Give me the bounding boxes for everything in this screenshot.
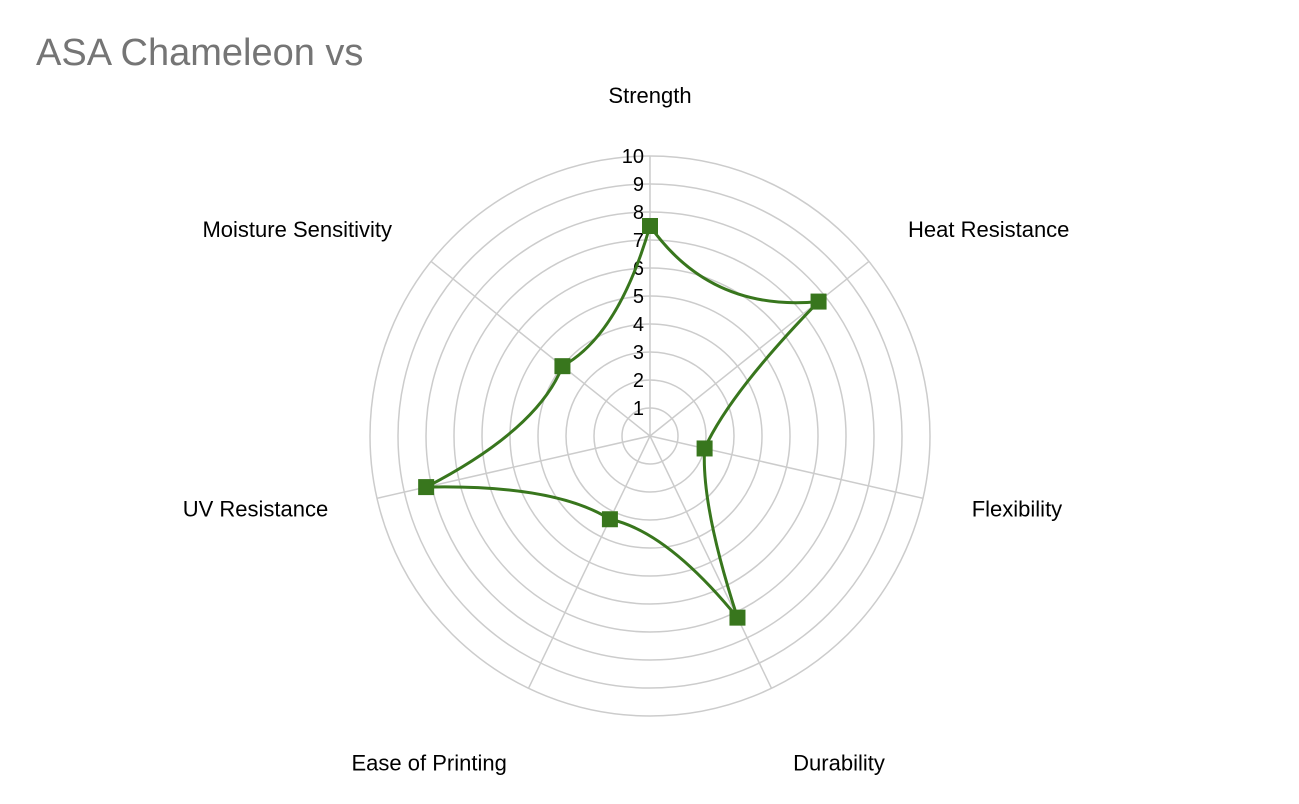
tick-label: 1 [633, 398, 644, 420]
axis-label: Durability [793, 750, 885, 775]
data-point[interactable] [729, 609, 746, 626]
tick-label: 7 [633, 230, 644, 252]
data-point[interactable] [642, 218, 658, 234]
radar-spokes [376, 156, 924, 689]
radar-series [418, 218, 827, 626]
axis-label: Strength [608, 83, 691, 108]
spoke-line [649, 435, 773, 689]
spoke-line [649, 435, 924, 500]
spoke-line [649, 260, 870, 437]
tick-label: 2 [633, 370, 644, 392]
radar-axis-labels: Strength Heat Resistance Flexibility Durabi… [183, 83, 1070, 775]
spoke-line [527, 435, 651, 689]
data-point[interactable] [601, 511, 618, 528]
data-point[interactable] [696, 440, 713, 457]
tick-label: 3 [633, 342, 644, 364]
series-line [425, 225, 823, 619]
tick-label: 10 [622, 146, 644, 168]
tick-label: 6 [633, 258, 644, 280]
axis-label: Ease of Printing [352, 750, 507, 775]
spoke-line [430, 260, 651, 437]
data-point[interactable] [418, 479, 435, 496]
axis-label: Moisture Sensitivity [202, 217, 392, 242]
data-point[interactable] [810, 293, 827, 310]
tick-label: 9 [633, 174, 644, 196]
tick-label: 8 [633, 202, 644, 224]
tick-label: 4 [633, 314, 644, 336]
radar-tick-labels: 1 2 3 4 5 6 7 8 9 10 [622, 146, 644, 420]
chart-title: ASA Chameleon vs [36, 32, 364, 74]
axis-label: Heat Resistance [908, 217, 1069, 242]
tick-label: 5 [633, 286, 644, 308]
axis-label: Flexibility [972, 496, 1062, 521]
axis-label: UV Resistance [183, 496, 329, 521]
data-point[interactable] [554, 358, 571, 375]
